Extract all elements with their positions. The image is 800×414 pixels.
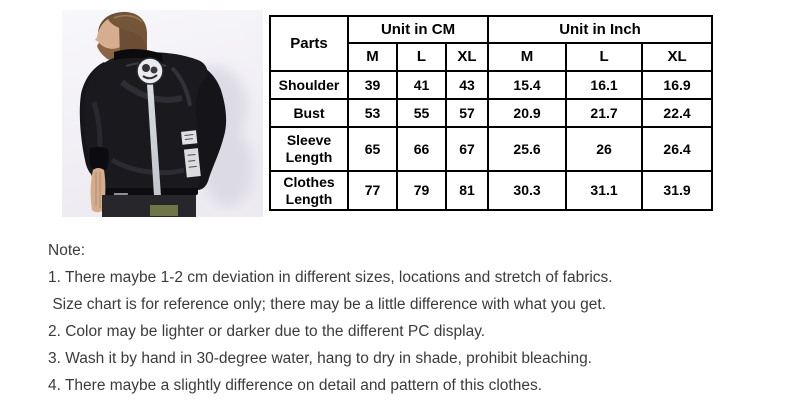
col-header-inch-l: L <box>565 42 644 72</box>
table-row-bust: Bust 53 55 57 20.9 21.7 22.4 <box>269 98 714 128</box>
table-cell: 67 <box>444 126 490 172</box>
note-line-1: 1. There maybe 1-2 cm deviation in diffe… <box>48 269 613 286</box>
table-cell: 26 <box>565 126 644 172</box>
table-cell: 16.1 <box>565 70 644 100</box>
table-cell: 53 <box>347 98 398 128</box>
model-head <box>95 12 147 64</box>
table-cell: 20.9 <box>487 98 568 128</box>
table-row-clothes-length: Clothes Length 77 79 81 30.3 31.1 31.9 <box>269 170 714 211</box>
table-cell: 15.4 <box>487 70 568 100</box>
finger-lines <box>95 172 101 208</box>
table-cell: 77 <box>347 170 398 211</box>
left-hand <box>90 168 106 213</box>
unit-cm-header: Unit in CM <box>346 15 490 44</box>
table-cell: 55 <box>396 98 447 128</box>
table-cell: 39 <box>347 70 398 100</box>
notes-title: Note: <box>48 242 86 259</box>
logo-patch <box>136 57 164 85</box>
table-cell: 57 <box>444 98 490 128</box>
part-cell: Clothes Length <box>269 170 349 211</box>
table-cell: 43 <box>444 70 490 100</box>
note-line-3: 3. Wash it by hand in 30-degree water, h… <box>48 350 592 367</box>
size-header-row: M L XL M L XL <box>270 42 714 72</box>
table-cell: 41 <box>396 70 447 100</box>
col-header-cm-l: L <box>396 42 447 72</box>
note-line-2: 2. Color may be lighter or darker due to… <box>48 323 486 340</box>
product-photo-illustration <box>62 10 263 217</box>
col-header-cm-m: M <box>347 42 398 72</box>
table-cell: 26.4 <box>641 126 714 172</box>
table-row-shoulder: Shoulder 39 41 43 15.4 16.1 16.9 <box>269 70 714 100</box>
table-cell: 31.1 <box>565 170 644 211</box>
table-cell: 65 <box>347 126 398 172</box>
table-cell: 21.7 <box>565 98 644 128</box>
unit-header-row: Parts Unit in CM Unit in Inch <box>269 15 714 72</box>
table-row-sleeve-length: Sleeve Length 65 66 67 25.6 26 26.4 <box>269 126 714 172</box>
col-header-inch-xl: XL <box>641 42 714 72</box>
note-line-1b: Size chart is for reference only; there … <box>48 296 606 313</box>
part-cell: Sleeve Length <box>269 126 349 172</box>
size-table: Parts Unit in CM Unit in Inch M L XL M L… <box>269 15 714 211</box>
col-header-cm-xl: XL <box>444 42 490 72</box>
table-cell: 25.6 <box>487 126 568 172</box>
reflective-stripe <box>147 84 161 196</box>
note-line-4: 4. There maybe a slightly difference on … <box>48 377 543 394</box>
product-photo <box>62 10 263 217</box>
table-cell: 66 <box>396 126 447 172</box>
part-cell: Shoulder <box>269 70 349 100</box>
notes-section: Note: 1. There maybe 1-2 cm deviation in… <box>48 237 778 399</box>
table-cell: 81 <box>444 170 490 211</box>
part-cell: Bust <box>269 98 349 128</box>
table-cell: 31.9 <box>641 170 714 211</box>
table-cell: 30.3 <box>487 170 568 211</box>
side-labels <box>181 130 201 178</box>
table-cell: 16.9 <box>641 70 714 100</box>
bomber-jacket <box>79 48 227 205</box>
table-cell: 79 <box>396 170 447 211</box>
unit-inch-header: Unit in Inch <box>487 15 714 44</box>
table-cell: 22.4 <box>641 98 714 128</box>
pants-patch <box>150 205 178 216</box>
col-header-inch-m: M <box>487 42 568 72</box>
parts-header: Parts <box>269 15 349 72</box>
pants <box>102 193 196 217</box>
